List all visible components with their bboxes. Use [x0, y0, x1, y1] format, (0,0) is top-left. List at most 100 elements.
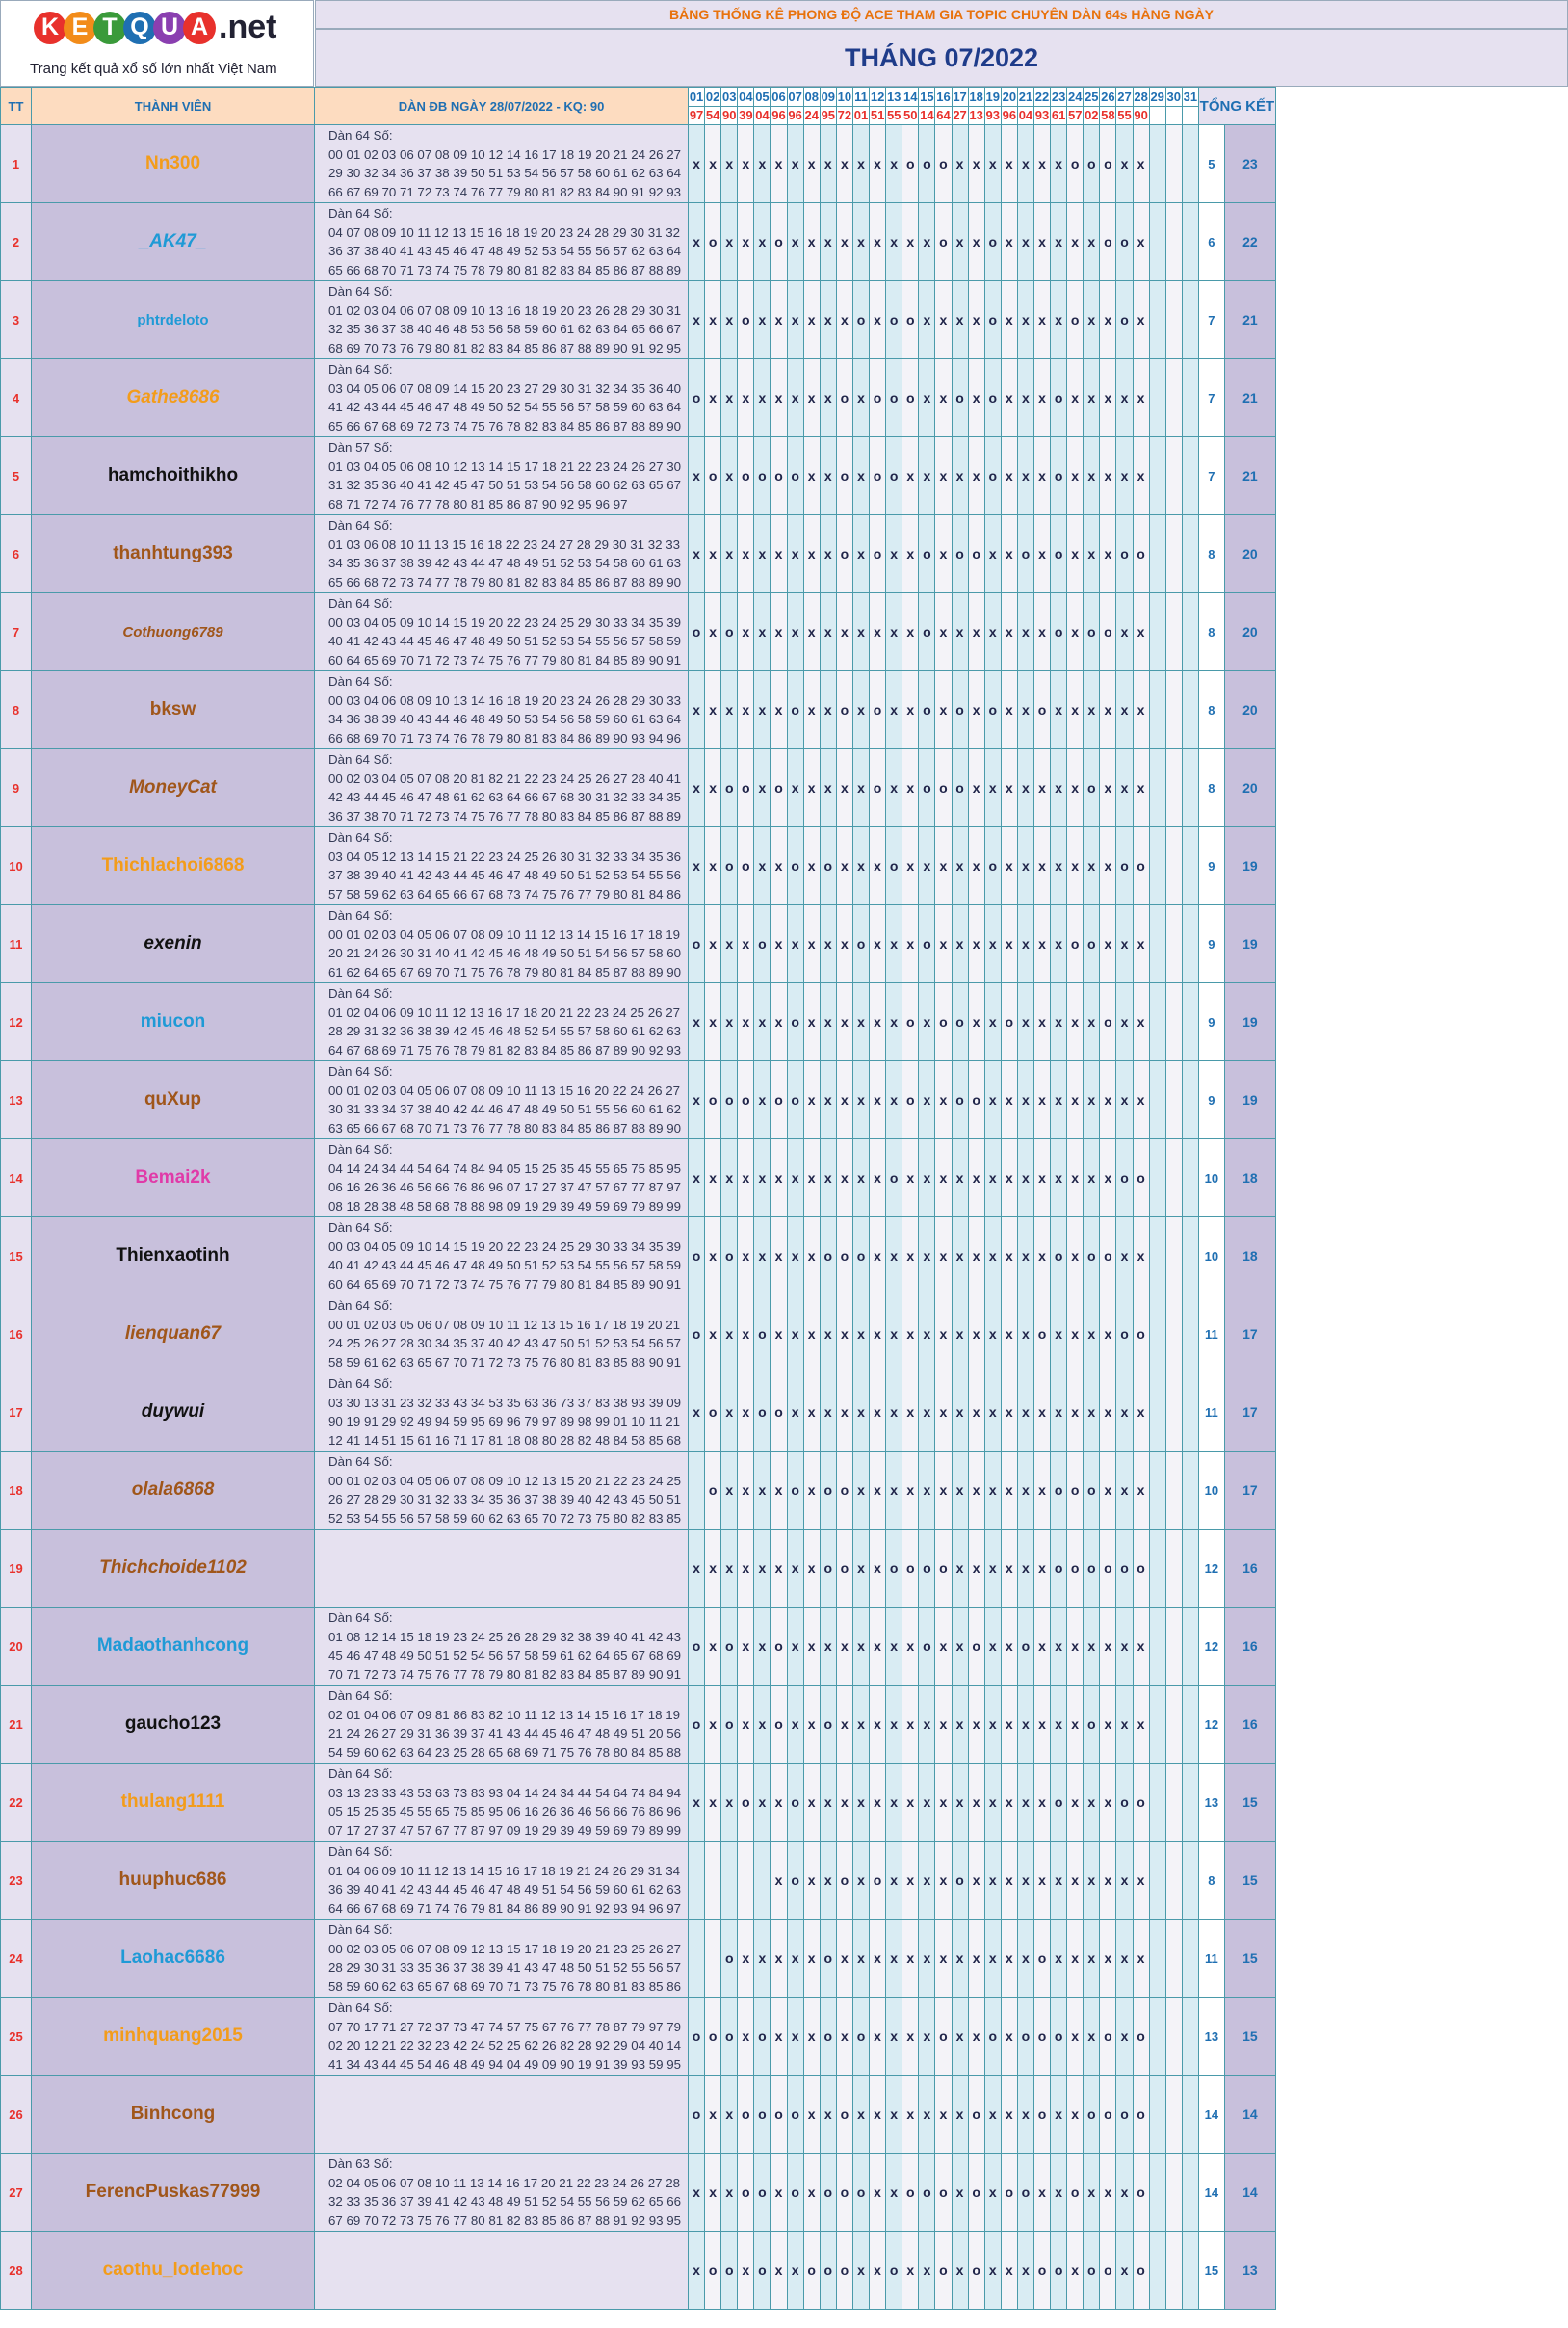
member-name[interactable]: hamchoithikho	[31, 436, 315, 515]
member-name[interactable]: thanhtung393	[31, 514, 315, 593]
row-index: 25	[0, 1997, 32, 2076]
dan-content: Dàn 64 Số: 04 07 08 09 10 11 12 13 15 16 …	[316, 204, 688, 280]
day-mark-cell: x	[918, 1373, 936, 1452]
member-name[interactable]: quXup	[31, 1060, 315, 1139]
member-name[interactable]: Nn300	[31, 124, 315, 203]
day-mark-cell: x	[934, 670, 953, 749]
day-mark-cell: x	[1066, 1607, 1085, 1686]
header-day: 07	[786, 87, 804, 107]
day-mark-cell: x	[1032, 904, 1052, 983]
member-name[interactable]: MoneyCat	[31, 748, 315, 827]
day-mark-cell: x	[983, 2231, 1002, 2310]
day-mark-cell: x	[1066, 1841, 1085, 1920]
dan-title: Dàn 64 Số:	[328, 1923, 393, 1937]
member-name[interactable]: olala6868	[31, 1451, 315, 1530]
day-mark-cell: o	[1099, 2075, 1117, 2154]
day-mark-cell: x	[753, 1529, 771, 1608]
day-mark-cell: x	[951, 1997, 969, 2076]
day-mark-cell	[1164, 1919, 1183, 1998]
day-mark-cell	[1148, 2231, 1166, 2310]
day-mark-cell: x	[934, 358, 953, 437]
day-mark-cell: o	[1066, 1451, 1085, 1530]
day-mark-cell	[1148, 2153, 1166, 2232]
day-mark-cell: x	[1099, 826, 1117, 905]
day-mark-cell	[1148, 358, 1166, 437]
row-index: 13	[0, 1060, 32, 1139]
day-mark-cell: o	[1099, 982, 1117, 1061]
day-mark-cell: x	[1000, 592, 1018, 671]
day-mark-cell: x	[1016, 1451, 1034, 1530]
day-mark-cell: x	[902, 1295, 920, 1373]
dan-content	[316, 2233, 688, 2309]
day-mark-cell: x	[918, 1060, 936, 1139]
member-name[interactable]: Cothuong6789	[31, 592, 315, 671]
day-mark-cell: x	[1050, 904, 1068, 983]
member-name[interactable]: _AK47_	[31, 202, 315, 281]
member-name[interactable]: thulang1111	[31, 1763, 315, 1842]
day-mark-cell: o	[687, 904, 706, 983]
day-mark-cell: x	[951, 1216, 969, 1295]
day-mark-cell: x	[851, 436, 871, 515]
day-mark-cell: x	[802, 280, 821, 359]
total-score: 14	[1223, 2153, 1276, 2232]
day-mark-cell: x	[1083, 514, 1101, 593]
day-mark-cell	[1181, 280, 1199, 359]
day-mark-cell: o	[934, 2231, 953, 2310]
table-row: 3 phtrdeloto Dàn 64 Số: 01 02 03 04 06 07 0…	[0, 280, 1276, 359]
day-mark-cell: x	[1016, 1295, 1034, 1373]
member-name[interactable]: miucon	[31, 982, 315, 1061]
header-day: 11	[851, 87, 871, 107]
day-mark-cell: o	[951, 748, 969, 827]
day-mark-cell: x	[687, 1373, 706, 1452]
table-row: 26 Binhcong o x x o o o o x x o x x x x x x x o x x x o x x o o o o 14…	[0, 2075, 1276, 2154]
day-mark-cell: o	[1132, 2153, 1150, 2232]
day-mark-cell: x	[885, 1841, 903, 1920]
row-index: 26	[0, 2075, 32, 2154]
member-name[interactable]: Bemai2k	[31, 1138, 315, 1217]
dan-numbers: 01 02 04 06 09 10 11 12 13 16 17 18 20 2…	[328, 1005, 681, 1058]
member-name[interactable]: FerencPuskas77999	[31, 2153, 315, 2232]
member-name[interactable]: duywui	[31, 1373, 315, 1452]
day-mark-cell: x	[1016, 1763, 1034, 1842]
logo-wordmark: K E T Q U A .net	[34, 9, 276, 46]
member-name[interactable]: Thienxaotinh	[31, 1216, 315, 1295]
day-mark-cell: o	[704, 1451, 722, 1530]
member-name[interactable]: caothu_lodehoc	[31, 2231, 315, 2310]
day-mark-cell: o	[951, 1060, 969, 1139]
member-name[interactable]: Madaothanhcong	[31, 1607, 315, 1686]
member-name[interactable]: gaucho123	[31, 1685, 315, 1764]
member-name[interactable]: exenin	[31, 904, 315, 983]
day-mark-cell	[1148, 1763, 1166, 1842]
day-mark-cell: o	[1132, 1295, 1150, 1373]
site-logo[interactable]: K E T Q U A .net Trang kết quả xổ số lớn nhất …	[0, 0, 314, 87]
member-name[interactable]: Gathe8686	[31, 358, 315, 437]
day-mark-cell	[1181, 1451, 1199, 1530]
day-mark-cell: x	[1132, 670, 1150, 749]
header-result	[1181, 105, 1199, 125]
miss-count: 15	[1197, 2231, 1225, 2310]
day-mark-cell: x	[869, 1919, 887, 1998]
member-name[interactable]: lienquan67	[31, 1295, 315, 1373]
day-mark-cell: x	[934, 1060, 953, 1139]
day-mark-cell: x	[786, 1216, 804, 1295]
day-mark-cell: x	[934, 280, 953, 359]
member-name[interactable]: huuphuc686	[31, 1841, 315, 1920]
day-mark-cell: x	[737, 592, 755, 671]
member-name[interactable]: Thichchoide1102	[31, 1529, 315, 1608]
day-mark-cell: x	[704, 1763, 722, 1842]
day-mark-cell: x	[902, 1685, 920, 1764]
member-name[interactable]: Laohac6686	[31, 1919, 315, 1998]
day-mark-cell: x	[1032, 1841, 1052, 1920]
dan-numbers: 00 01 02 03 04 05 06 07 08 09 10 11 12 1…	[328, 927, 681, 980]
member-name[interactable]: bksw	[31, 670, 315, 749]
member-name[interactable]: Binhcong	[31, 2075, 315, 2154]
day-mark-cell: o	[1083, 1216, 1101, 1295]
day-mark-cell: x	[737, 1529, 755, 1608]
miss-count: 7	[1197, 280, 1225, 359]
member-name[interactable]: Thichlachoi6868	[31, 826, 315, 905]
day-mark-cell: x	[770, 826, 788, 905]
member-name[interactable]: minhquang2015	[31, 1997, 315, 2076]
day-mark-cell: x	[885, 670, 903, 749]
day-mark-cell: o	[704, 436, 722, 515]
member-name[interactable]: phtrdeloto	[31, 280, 315, 359]
